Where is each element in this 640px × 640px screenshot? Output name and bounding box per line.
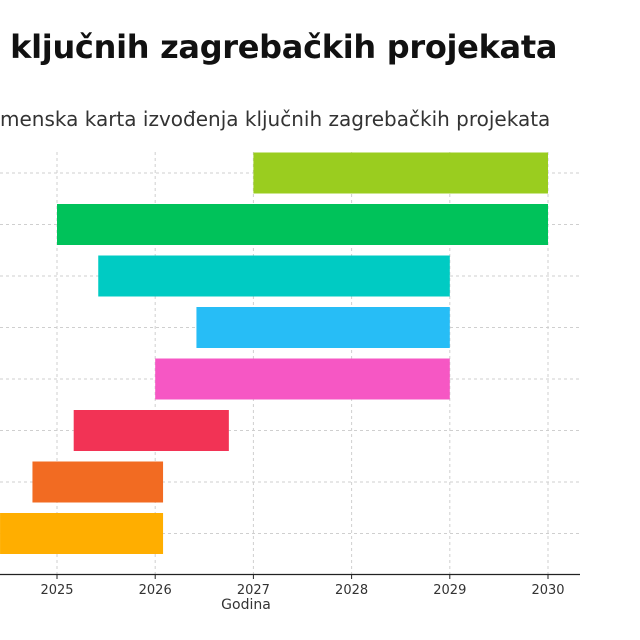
page-headline: a ključnih zagrebačkih projekata — [0, 28, 558, 66]
chart-title: menska karta izvođenja ključnih zagrebač… — [0, 107, 550, 131]
task-bar — [57, 204, 548, 245]
task-bars — [0, 152, 548, 554]
x-tick-label: 2027 — [237, 583, 270, 598]
task-bar — [253, 152, 548, 194]
task-bar — [73, 410, 229, 451]
x-axis-ticks: 2025 2026 2027 2028 2029 2030 — [40, 574, 565, 598]
task-bar — [196, 307, 450, 348]
task-bar — [155, 358, 450, 400]
x-tick-label: 2030 — [531, 583, 564, 598]
x-axis-label: Godina — [221, 597, 271, 613]
task-bar — [0, 513, 164, 554]
x-tick-label: 2028 — [335, 583, 368, 598]
x-tick-label: 2025 — [40, 583, 73, 598]
x-tick-label: 2026 — [139, 583, 172, 598]
x-tick-label: 2029 — [433, 583, 466, 598]
task-bar — [98, 255, 450, 297]
task-bar — [32, 461, 164, 503]
